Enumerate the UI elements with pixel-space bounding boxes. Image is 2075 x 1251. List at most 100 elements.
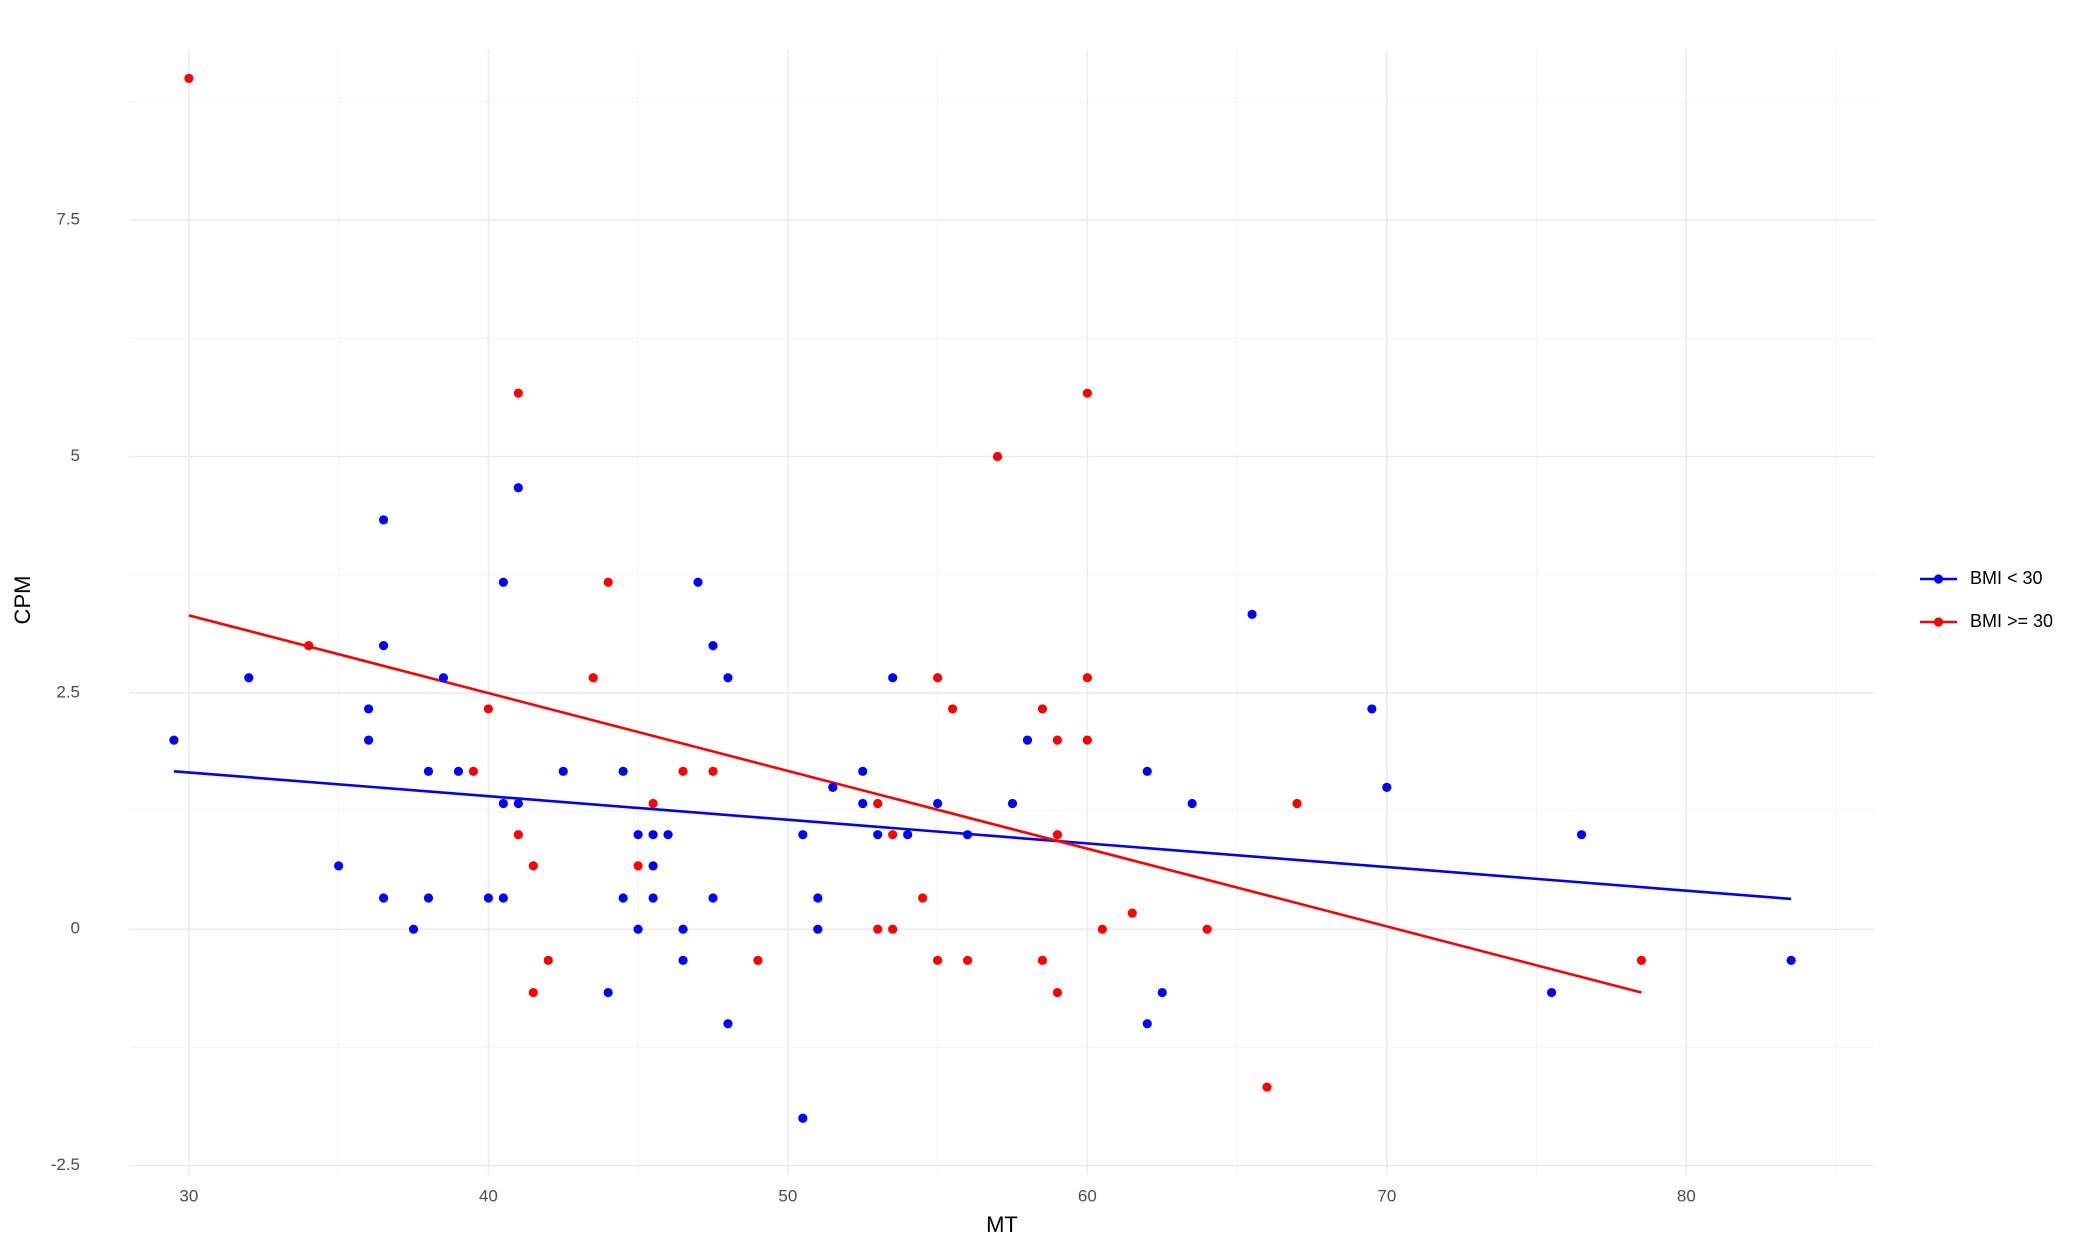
point xyxy=(1022,735,1033,745)
point xyxy=(648,893,658,903)
point xyxy=(633,830,643,840)
point xyxy=(618,766,628,776)
point xyxy=(438,673,449,683)
point xyxy=(543,955,553,965)
point xyxy=(1037,704,1048,714)
point xyxy=(378,515,389,525)
point xyxy=(933,798,943,809)
point xyxy=(513,483,523,493)
point xyxy=(1007,798,1018,809)
y-tick-label: 7.5 xyxy=(56,210,80,229)
point xyxy=(962,830,973,840)
point xyxy=(1052,735,1063,745)
point xyxy=(723,673,733,683)
legend-marker xyxy=(1933,574,1944,584)
point xyxy=(858,766,868,776)
point xyxy=(663,830,673,840)
point xyxy=(678,766,688,776)
point xyxy=(1546,987,1557,998)
point xyxy=(1097,924,1107,934)
point xyxy=(1786,955,1796,965)
point xyxy=(678,955,688,965)
point xyxy=(483,704,493,714)
point xyxy=(708,640,718,651)
point xyxy=(933,673,943,683)
point xyxy=(1052,987,1063,998)
point xyxy=(483,893,493,903)
point xyxy=(408,924,419,934)
point xyxy=(244,673,254,683)
point xyxy=(828,782,838,792)
point xyxy=(1082,673,1092,683)
point xyxy=(648,798,658,809)
point xyxy=(648,830,658,840)
point xyxy=(334,861,344,871)
point xyxy=(363,704,374,714)
y-tick-label: 2.5 xyxy=(56,682,80,701)
point xyxy=(498,577,508,587)
point xyxy=(1367,704,1377,714)
point xyxy=(1262,1082,1272,1092)
x-tick-label: 80 xyxy=(1677,1186,1696,1205)
point xyxy=(363,735,374,745)
point xyxy=(1037,955,1048,965)
legend: BMI < 30 BMI >= 30 xyxy=(1920,568,2053,631)
x-tick-label: 40 xyxy=(479,1186,498,1205)
point xyxy=(378,893,389,903)
point xyxy=(304,640,314,651)
trend-lines xyxy=(173,614,1792,994)
point xyxy=(498,798,508,809)
point xyxy=(813,924,823,934)
point xyxy=(1082,388,1092,398)
x-tick-label: 70 xyxy=(1377,1186,1396,1205)
trend-line xyxy=(173,770,1792,901)
point xyxy=(903,830,913,840)
point xyxy=(603,987,613,998)
point xyxy=(888,830,898,840)
point xyxy=(378,640,389,651)
point xyxy=(513,388,523,398)
point xyxy=(1052,830,1063,840)
point xyxy=(1292,798,1302,809)
point xyxy=(873,924,883,934)
point xyxy=(813,893,823,903)
grid xyxy=(129,50,1875,1175)
legend-marker xyxy=(1933,617,1944,627)
point xyxy=(603,577,613,587)
x-tick-label: 30 xyxy=(179,1186,198,1205)
y-tick-label: -2.5 xyxy=(51,1155,80,1174)
point xyxy=(1142,1019,1152,1029)
point xyxy=(1202,924,1212,934)
point xyxy=(558,766,568,776)
legend-label: BMI < 30 xyxy=(1970,568,2043,588)
point xyxy=(1187,798,1197,809)
point xyxy=(528,987,538,998)
point xyxy=(1576,830,1587,840)
point xyxy=(498,893,508,903)
point xyxy=(633,861,643,871)
point xyxy=(648,861,658,871)
point xyxy=(588,673,598,683)
point xyxy=(453,766,464,776)
point xyxy=(933,955,943,965)
point xyxy=(918,893,928,903)
point xyxy=(723,1019,733,1029)
point xyxy=(1082,735,1092,745)
point xyxy=(992,451,1003,462)
point xyxy=(798,1113,808,1123)
point xyxy=(708,766,718,776)
point xyxy=(513,798,523,809)
point xyxy=(753,955,763,965)
point xyxy=(1142,766,1152,776)
trend-line xyxy=(188,614,1642,994)
x-tick-label: 60 xyxy=(1078,1186,1097,1205)
point xyxy=(873,830,883,840)
x-axis-title: MT xyxy=(986,1212,1018,1237)
point xyxy=(468,766,479,776)
y-tick-label: 5 xyxy=(71,446,80,465)
point xyxy=(1636,955,1647,965)
point xyxy=(423,893,434,903)
tick-labels: 30 40 50 60 70 80 -2.5 0 2.5 5 7.5 xyxy=(51,210,1696,1206)
